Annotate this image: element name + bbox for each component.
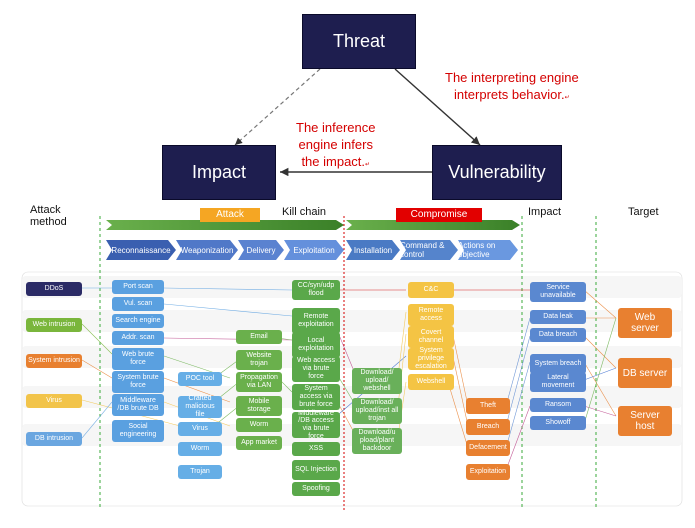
interpreting-line2: interprets behavior.↵ xyxy=(445,87,579,104)
cc-node-1: Remote access xyxy=(408,304,454,326)
attack-method-1: Web intrusion xyxy=(26,318,82,332)
recon-node-1: Vul. scan xyxy=(112,297,164,311)
inference-line2: engine infers xyxy=(296,137,376,154)
delivery-node-2: Propagation via LAN xyxy=(236,372,282,392)
impact-node-2: Data breach xyxy=(530,328,586,342)
inference-line1: The inference xyxy=(296,120,376,137)
impact-node-5: Ransom xyxy=(530,398,586,412)
vulnerability-label: Vulnerability xyxy=(448,162,545,183)
recon-node-6: Middleware /DB brute DB xyxy=(112,394,164,416)
threat-box: Threat xyxy=(302,14,416,69)
weapon-node-2: Virus xyxy=(178,422,222,436)
inference-annotation: The inference engine infers the impact.↵ xyxy=(296,120,376,171)
recon-node-0: Port scan xyxy=(112,280,164,294)
attack-method-0: DDoS xyxy=(26,282,82,296)
kc-step-2: Delivery xyxy=(238,240,284,260)
recon-node-7: Social engineering xyxy=(112,420,164,442)
cc-node-0: C&C xyxy=(408,282,454,298)
impact-node-0: Service unavailable xyxy=(530,282,586,302)
target-node-0: Web server xyxy=(618,308,672,338)
threat-label: Threat xyxy=(333,31,385,52)
exploit-node-1: Remote exploitation xyxy=(292,308,340,334)
target-node-2: Server host xyxy=(618,406,672,436)
exploit-node-7: SQL Injection xyxy=(292,460,340,480)
delivery-node-4: Worm xyxy=(236,418,282,432)
interpreting-annotation: The interpreting engine interprets behav… xyxy=(445,70,579,104)
exploit-node-0: CC/syn/udp flood xyxy=(292,280,340,300)
kill-chain-diagram: Attack method Kill chain Impact Target A… xyxy=(0,210,695,528)
col-attack-method: Attack method xyxy=(30,204,67,228)
kc-step-3: Exploitation xyxy=(284,240,344,260)
impact-label: Impact xyxy=(192,162,246,183)
delivery-node-1: Website trojan xyxy=(236,350,282,370)
impact-node-3: System breach xyxy=(530,354,586,374)
interpreting-line1: The interpreting engine xyxy=(445,70,579,87)
weapon-node-1: Crafted malicious file xyxy=(178,396,222,418)
attack-method-3: Virus xyxy=(26,394,82,408)
impact-node-4: Lateral movement xyxy=(530,372,586,392)
exploit-node-3: Web access via brute force xyxy=(292,356,340,382)
cc-node-2: Covert channel xyxy=(408,326,454,348)
col-impact: Impact xyxy=(528,206,561,218)
impact-box: Impact xyxy=(162,145,276,200)
kc-step-4: Installation xyxy=(346,240,400,260)
vulnerability-box: Vulnerability xyxy=(432,145,562,200)
kc-step-1: Weaponization xyxy=(176,240,238,260)
action-node-2: Defacement xyxy=(466,440,510,456)
inference-line3: the impact.↵ xyxy=(296,154,376,171)
cc-node-3: System privilege escalation xyxy=(408,348,454,370)
action-node-0: Theft xyxy=(466,398,510,414)
impact-node-1: Data leak xyxy=(530,310,586,324)
exploit-node-8: Spoofing xyxy=(292,482,340,496)
kc-step-0: Reconnaissance xyxy=(106,240,176,260)
phase-attack: Attack xyxy=(200,208,260,222)
weapon-node-0: POC tool xyxy=(178,372,222,386)
kc-step-6: Actions on objective xyxy=(458,240,518,260)
top-concept-diagram: Threat Impact Vulnerability The interpre… xyxy=(0,0,695,210)
exploit-node-6: XSS xyxy=(292,442,340,456)
recon-node-4: Web brute force xyxy=(112,348,164,370)
exploit-node-4: System access via brute force xyxy=(292,384,340,410)
recon-node-2: Search engine xyxy=(112,314,164,328)
target-node-1: DB server xyxy=(618,358,672,388)
install-node-2: Download/u pload/plant backdoor xyxy=(352,428,402,454)
cc-node-4: Webshell xyxy=(408,374,454,390)
install-node-1: Download/ upload/inst all trojan xyxy=(352,398,402,424)
weapon-node-4: Trojan xyxy=(178,465,222,479)
exploit-node-2: Local exploitation xyxy=(292,332,340,358)
action-node-3: Exploitation xyxy=(466,464,510,480)
recon-node-3: Addr. scan xyxy=(112,331,164,345)
weapon-node-3: Worm xyxy=(178,442,222,456)
install-node-0: Download/ upload/ webshell xyxy=(352,368,402,394)
phase-compromise: Compromise xyxy=(396,208,482,222)
col-kill-chain: Kill chain xyxy=(282,206,326,218)
impact-node-6: Showoff xyxy=(530,416,586,430)
kc-step-5: Command & control xyxy=(400,240,458,260)
delivery-node-5: App market xyxy=(236,436,282,450)
recon-node-5: System brute force xyxy=(112,371,164,393)
delivery-node-0: Email xyxy=(236,330,282,344)
delivery-node-3: Mobile storage xyxy=(236,396,282,416)
attack-method-4: DB intrusion xyxy=(26,432,82,446)
exploit-node-5: Middleware /DB access via brute force xyxy=(292,412,340,438)
action-node-1: Breach xyxy=(466,419,510,435)
attack-method-2: System intrusion xyxy=(26,354,82,368)
col-target: Target xyxy=(628,206,659,218)
